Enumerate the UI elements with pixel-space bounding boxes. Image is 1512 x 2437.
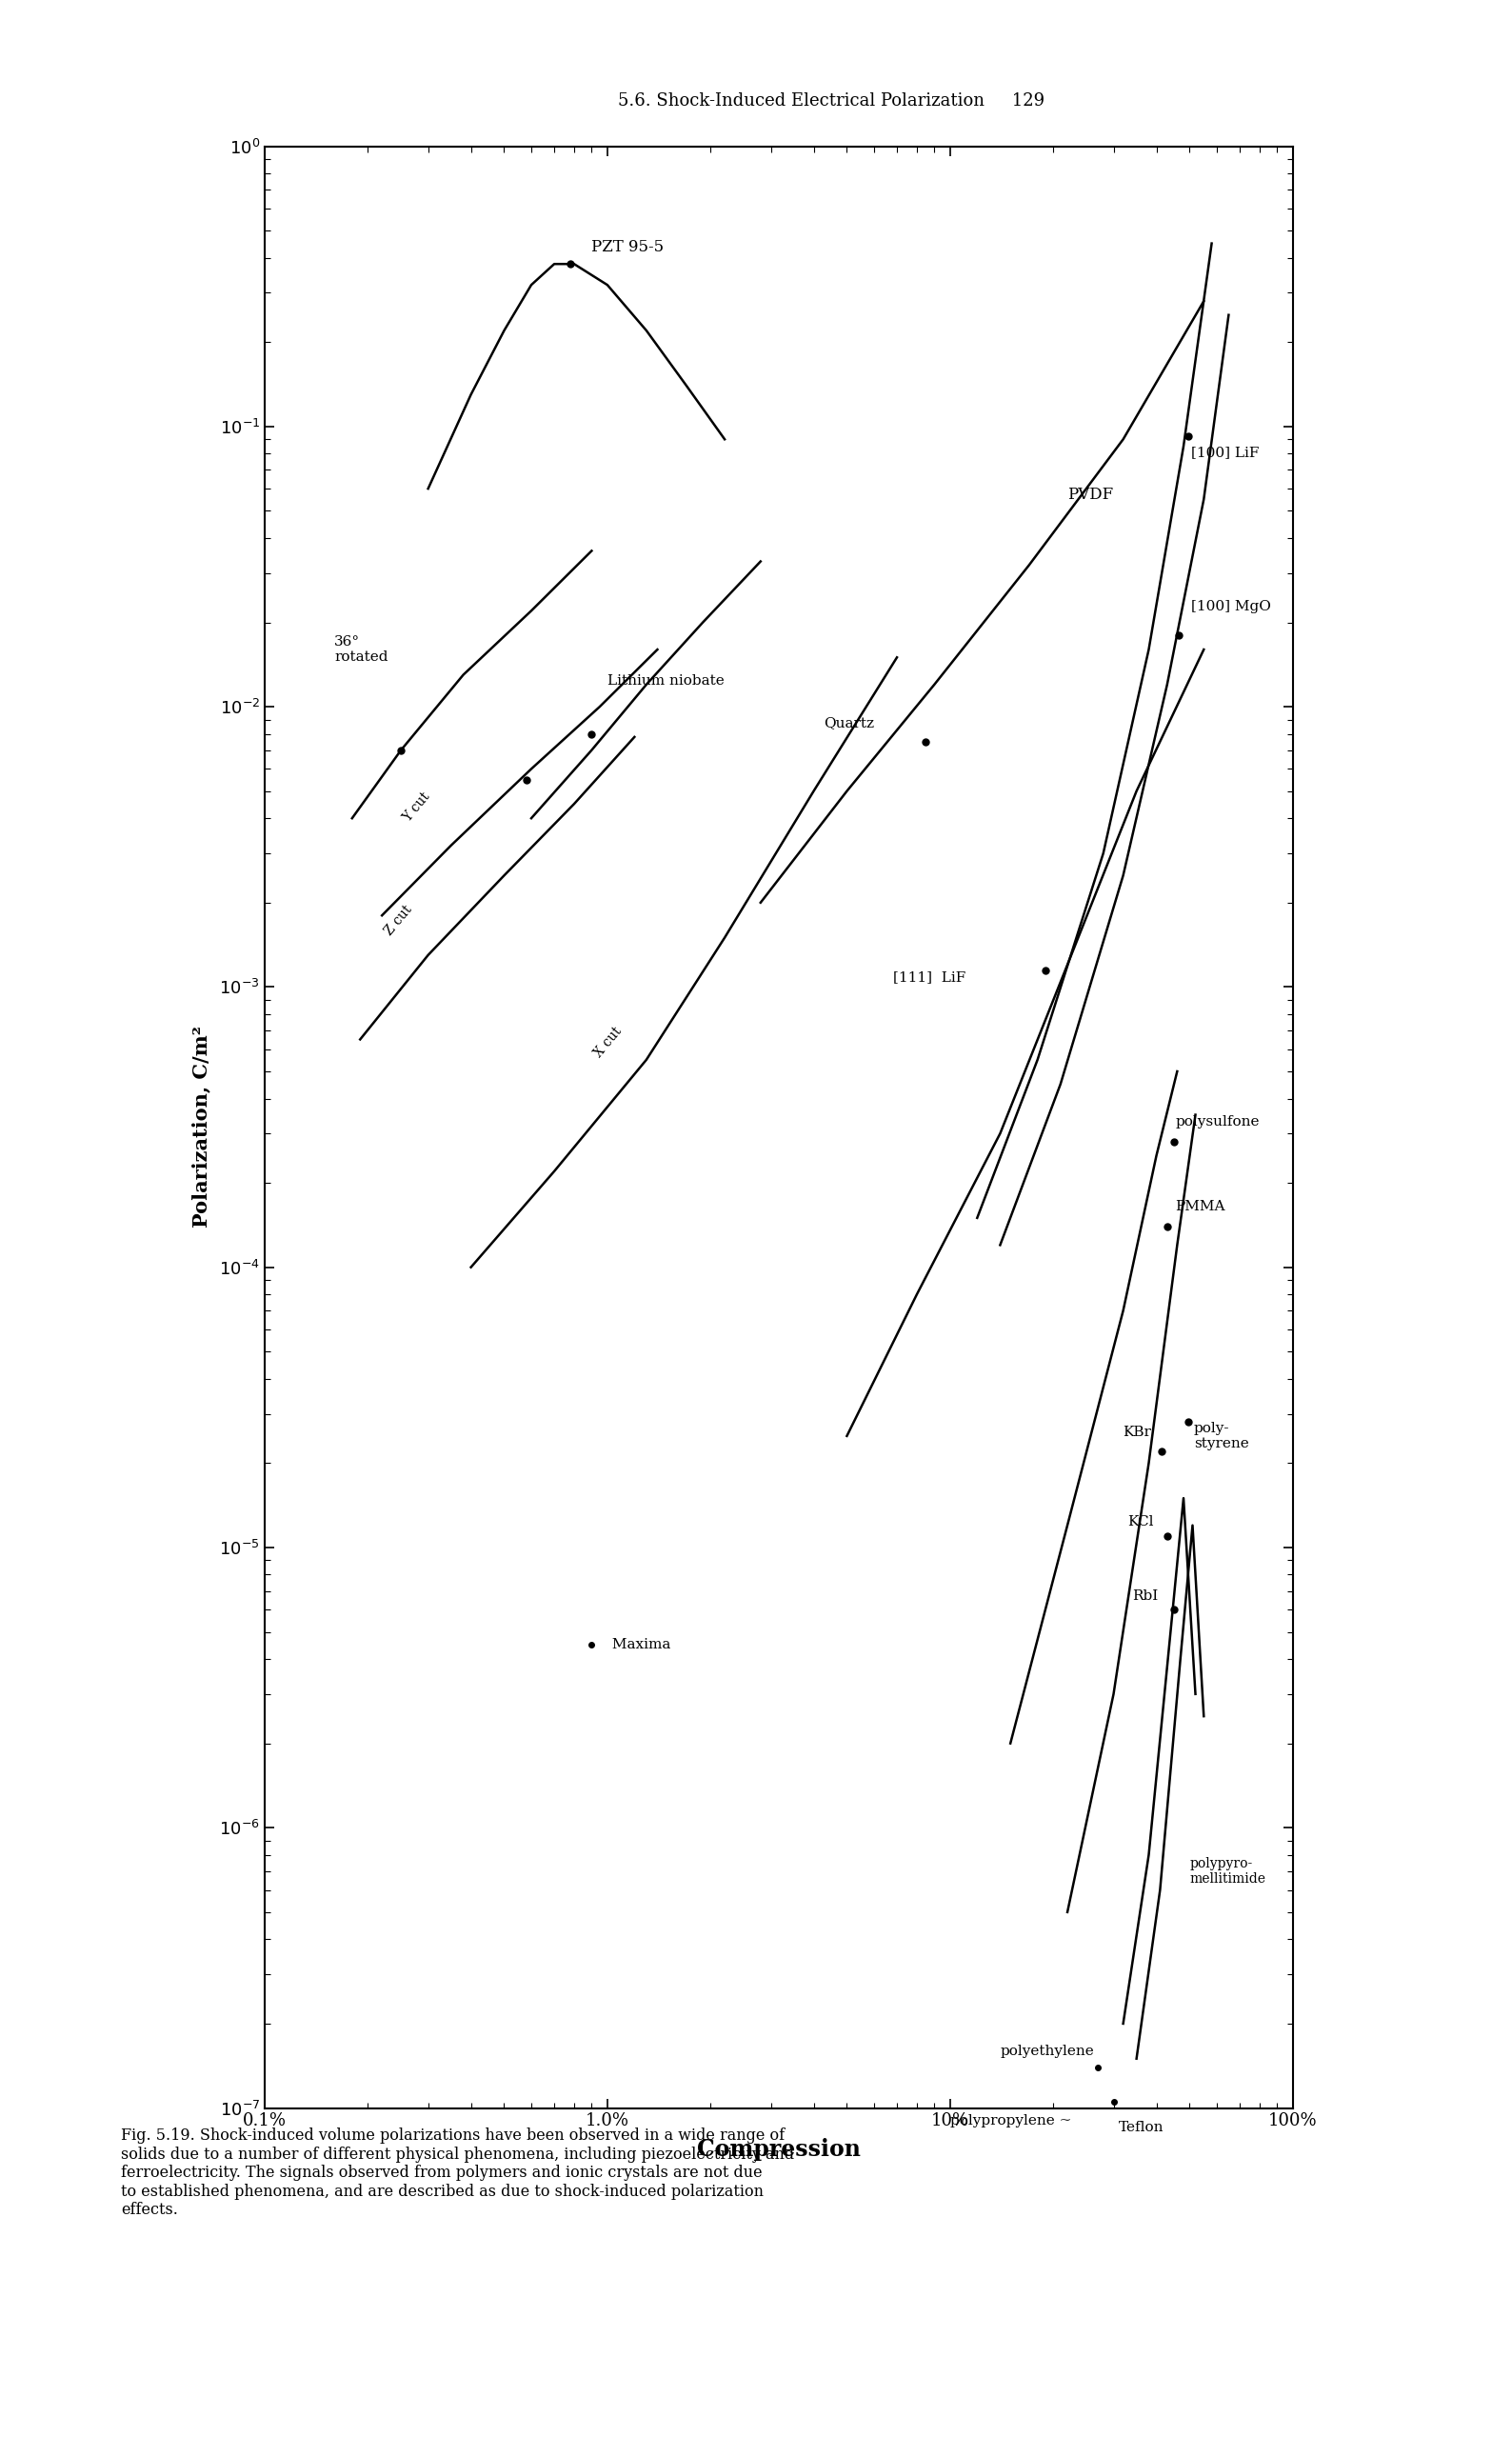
Text: polypyro-
mellitimide: polypyro- mellitimide bbox=[1190, 1857, 1266, 1886]
Text: polyethylene: polyethylene bbox=[999, 2045, 1095, 2057]
Text: polypropylene ~: polypropylene ~ bbox=[950, 2115, 1072, 2128]
Text: Quartz: Quartz bbox=[824, 716, 874, 729]
Text: KBr: KBr bbox=[1123, 1426, 1152, 1438]
Text: PZT 95-5: PZT 95-5 bbox=[591, 239, 664, 256]
Text: PMMA: PMMA bbox=[1175, 1199, 1226, 1214]
Text: [100] MgO: [100] MgO bbox=[1191, 600, 1272, 614]
Text: Lithium niobate: Lithium niobate bbox=[608, 675, 724, 687]
X-axis label: Compression: Compression bbox=[697, 2137, 860, 2162]
Text: KCl: KCl bbox=[1128, 1516, 1154, 1528]
Text: polysulfone: polysulfone bbox=[1175, 1116, 1259, 1128]
Y-axis label: Polarization, C/m²: Polarization, C/m² bbox=[192, 1026, 212, 1228]
Text: X cut: X cut bbox=[591, 1024, 624, 1060]
Text: Y cut: Y cut bbox=[401, 790, 432, 824]
Text: Maxima: Maxima bbox=[608, 1638, 670, 1652]
Text: 36°
rotated: 36° rotated bbox=[334, 636, 389, 663]
Text: [100] LiF: [100] LiF bbox=[1191, 446, 1259, 461]
Text: poly-
styrene: poly- styrene bbox=[1194, 1421, 1249, 1450]
Text: RbI: RbI bbox=[1132, 1589, 1158, 1604]
Text: Teflon: Teflon bbox=[1119, 2120, 1164, 2135]
Text: 5.6. Shock-Induced Electrical Polarization     129: 5.6. Shock-Induced Electrical Polarizati… bbox=[618, 93, 1045, 110]
Text: Fig. 5.19. Shock-induced volume polarizations have been observed in a wide range: Fig. 5.19. Shock-induced volume polariza… bbox=[121, 2128, 794, 2218]
Text: [111]  LiF: [111] LiF bbox=[892, 970, 965, 985]
Text: Z cut: Z cut bbox=[383, 902, 414, 938]
Text: PVDF: PVDF bbox=[1067, 487, 1113, 502]
